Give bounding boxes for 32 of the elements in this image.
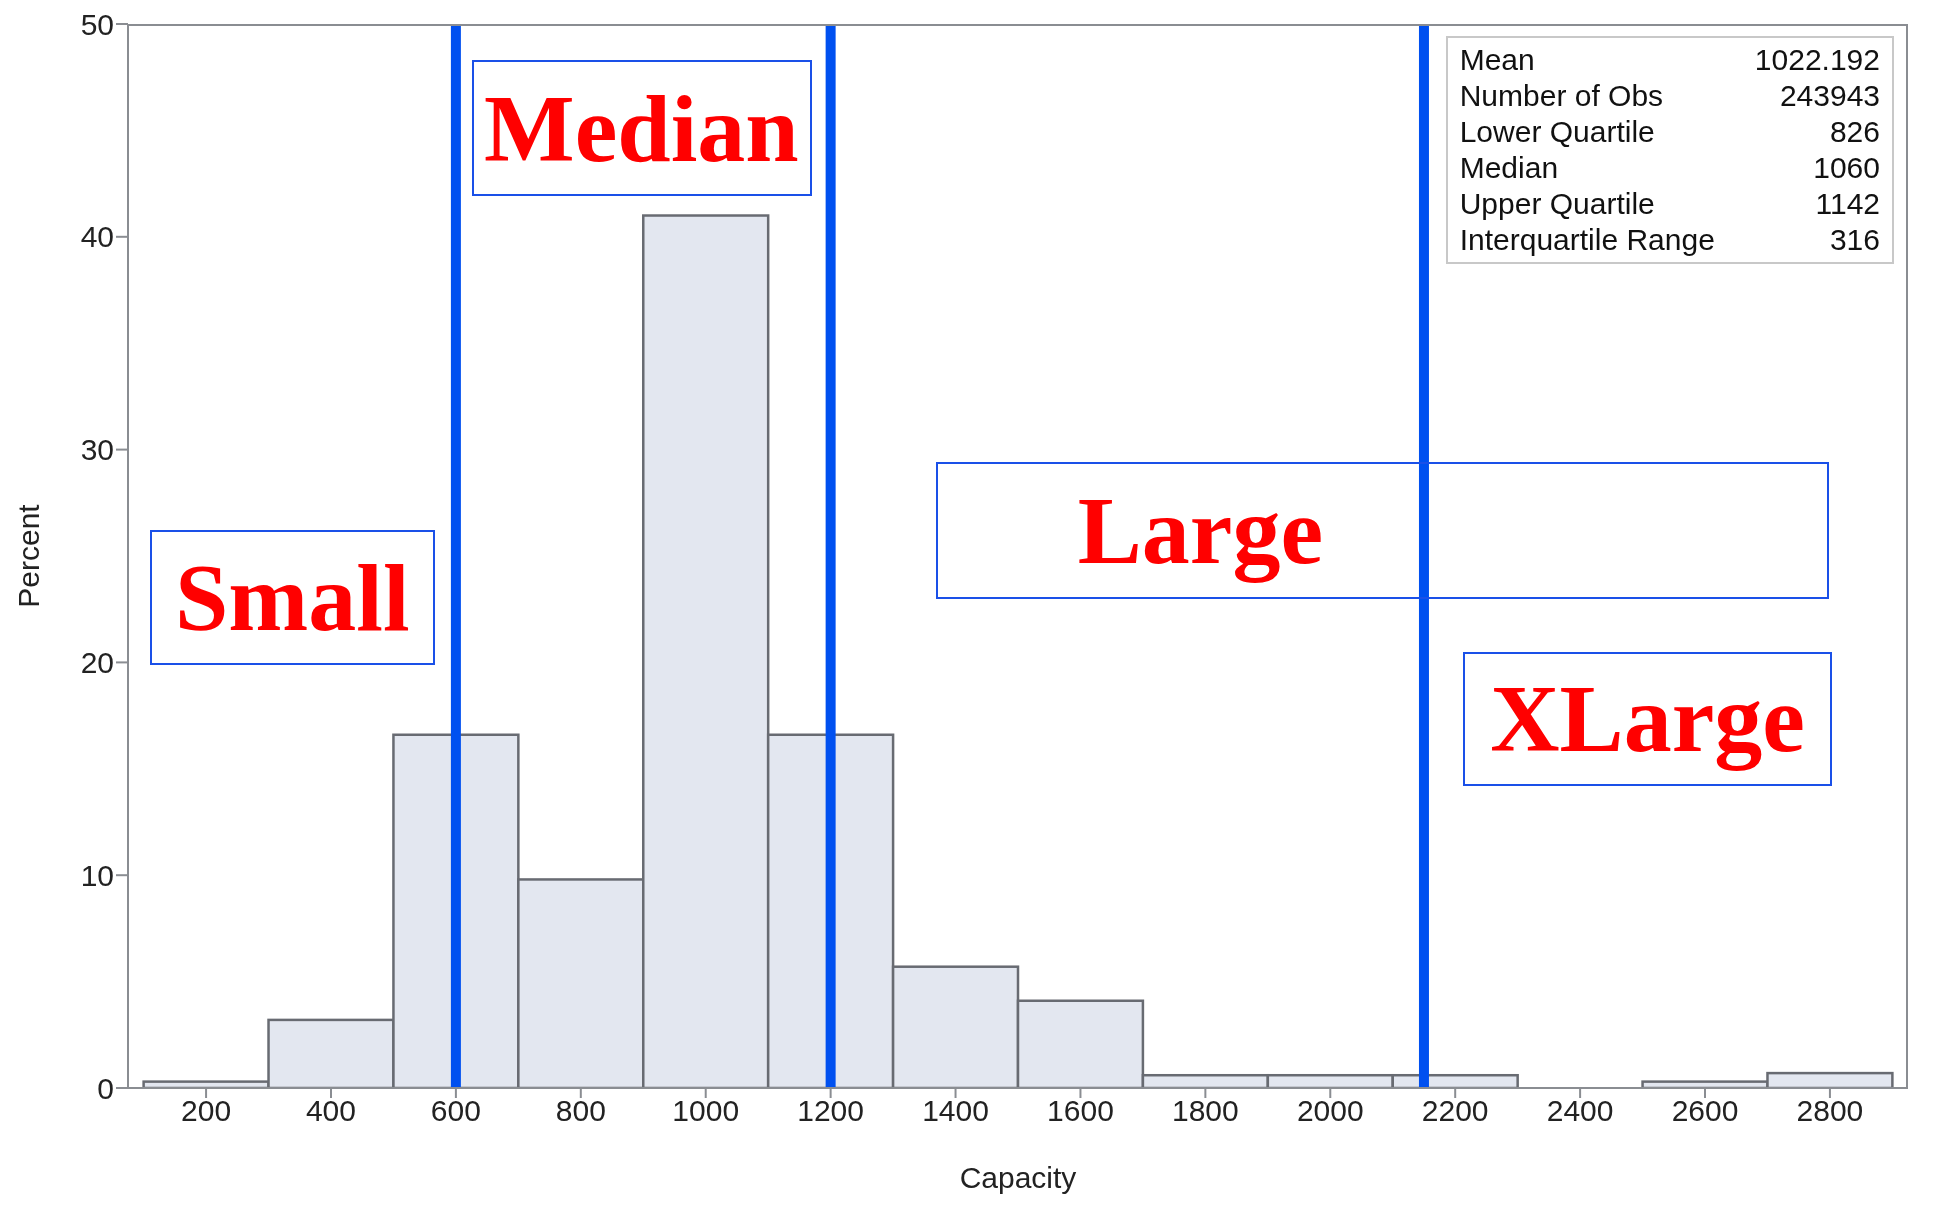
y-tick-label: 20 <box>80 646 114 680</box>
annotation: Large <box>1077 475 1323 586</box>
text: Lower Quartile 826 <box>1459 115 1880 148</box>
x-tick-label: 800 <box>555 1094 606 1128</box>
x-tick-label: 2600 <box>1671 1094 1739 1128</box>
text: Number of Obs 243943 <box>1459 79 1880 112</box>
x-axis-title: Capacity <box>959 1161 1077 1194</box>
annotation: XLarge <box>1490 664 1805 775</box>
y-tick-label: 0 <box>97 1071 114 1105</box>
text: Mean 1022.192 <box>1459 43 1880 76</box>
y-tick-label: 10 <box>80 858 114 892</box>
x-tick-label: 1400 <box>922 1094 989 1128</box>
x-tick-label: 1800 <box>1171 1094 1239 1128</box>
x-tick-label: 400 <box>305 1094 357 1128</box>
x-tick-label: 200 <box>181 1094 232 1128</box>
text: Median 1060 <box>1459 151 1880 184</box>
text: Interquartile Range 316 <box>1459 223 1880 256</box>
x-tick-label: 1200 <box>797 1094 865 1128</box>
x-tick-label: 1600 <box>1047 1094 1114 1128</box>
y-tick-label: 30 <box>80 433 114 467</box>
text: Upper Quartile 1142 <box>1459 187 1880 220</box>
x-tick-label: 600 <box>430 1094 481 1128</box>
y-tick-label: 40 <box>80 220 114 254</box>
x-tick-label: 2200 <box>1421 1094 1489 1128</box>
x-tick-label: 1000 <box>672 1094 740 1128</box>
x-tick-label: 2800 <box>1796 1094 1864 1128</box>
annotation: Small <box>174 543 410 653</box>
x-tick-label: 2400 <box>1546 1094 1614 1128</box>
annotation: Median <box>484 73 799 184</box>
x-tick-label: 2000 <box>1296 1094 1364 1128</box>
y-tick-label: 50 <box>80 7 114 41</box>
y-axis-title: Percent <box>11 503 45 608</box>
